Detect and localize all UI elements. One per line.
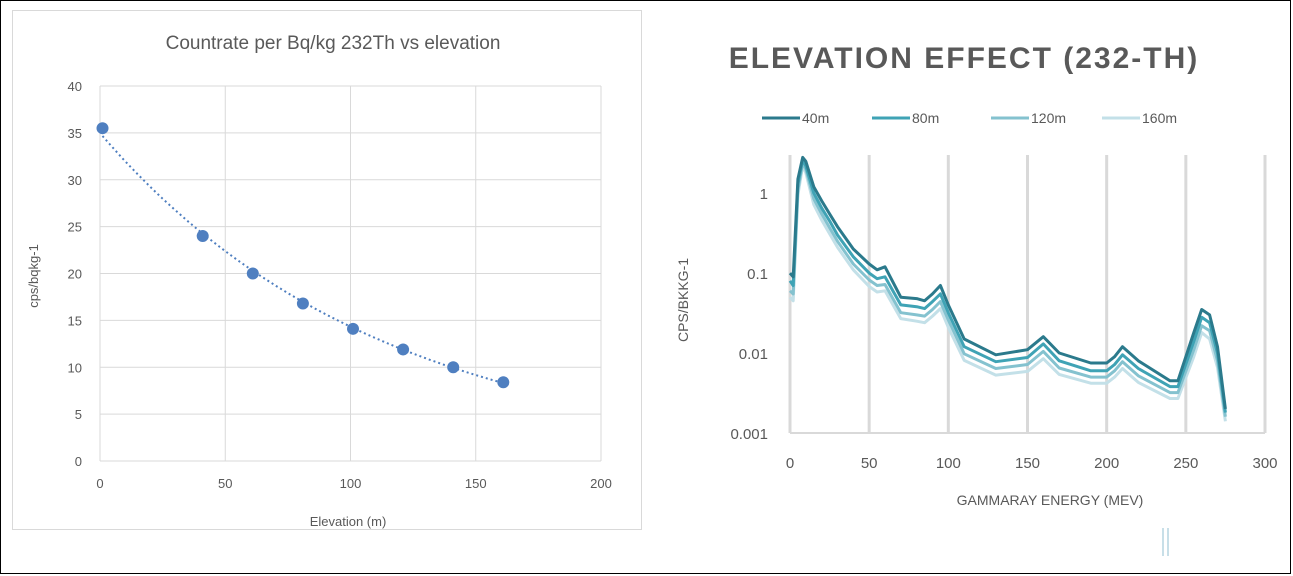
y-tick-label: 0.1 xyxy=(747,266,768,283)
y-tick-label: 30 xyxy=(68,173,82,188)
x-tick-label: 100 xyxy=(936,455,961,472)
y-tick-label: 35 xyxy=(68,126,82,141)
y-tick-label: 10 xyxy=(68,360,82,375)
legend-label: 160m xyxy=(1142,110,1177,126)
x-tick-label: 250 xyxy=(1173,455,1198,472)
x-tick-label: 100 xyxy=(340,476,362,491)
legend: 40m 80m 120m 160m xyxy=(762,110,1177,126)
data-point xyxy=(296,297,309,310)
chart-panel-elevation-effect: ELEVATION EFFECT (232-TH) 40m 80m 120m 160m… xyxy=(660,10,1280,565)
x-axis-label: Elevation (m) xyxy=(310,514,387,529)
y-tick-label: 0.01 xyxy=(739,346,768,363)
series-line xyxy=(788,155,1227,410)
data-point xyxy=(246,267,259,280)
y-axis-label: cps/bqkg-1 xyxy=(26,244,41,308)
y-tick-label: 0.001 xyxy=(730,426,768,443)
x-tick-label: 0 xyxy=(786,455,794,472)
legend-label: 40m xyxy=(802,110,829,126)
stray-mark xyxy=(1167,528,1169,556)
stray-mark xyxy=(1162,528,1164,556)
series-line xyxy=(788,164,1227,422)
grid-lines xyxy=(788,155,1267,434)
x-tick-label: 50 xyxy=(218,476,232,491)
data-point xyxy=(497,376,510,389)
legend-label: 80m xyxy=(912,110,939,126)
countrate-chart-svg: Countrate per Bq/kg 232Th vs elevation 0… xyxy=(26,33,612,529)
elevation-effect-chart-svg: ELEVATION EFFECT (232-TH) 40m 80m 120m 160m… xyxy=(675,42,1278,508)
y-tick-label: 40 xyxy=(68,79,82,94)
series-line xyxy=(788,158,1227,413)
trendline xyxy=(101,135,504,385)
axis-ticks: 0 50 100 150 200 250 300 0.001 0.01 0.1 1 xyxy=(730,186,1277,472)
chart-panel-countrate: Countrate per Bq/kg 232Th vs elevation 0… xyxy=(12,10,642,530)
x-tick-label: 50 xyxy=(861,455,878,472)
x-tick-label: 150 xyxy=(1015,455,1040,472)
y-tick-label: 15 xyxy=(68,313,82,328)
x-tick-label: 0 xyxy=(96,476,103,491)
x-tick-label: 300 xyxy=(1252,455,1277,472)
axis-ticks: 0 50 100 150 200 0 5 10 15 20 25 30 35 40 xyxy=(68,79,612,491)
y-tick-label: 25 xyxy=(68,220,82,235)
y-tick-label: 0 xyxy=(75,454,82,469)
y-axis-label: CPS/BKKG-1 xyxy=(675,258,691,342)
x-tick-label: 200 xyxy=(1094,455,1119,472)
series-line xyxy=(788,161,1227,417)
data-point xyxy=(96,122,109,135)
x-tick-label: 150 xyxy=(465,476,487,491)
data-point xyxy=(447,361,460,374)
y-tick-label: 20 xyxy=(68,267,82,282)
y-tick-label: 5 xyxy=(75,407,82,422)
chart-title: ELEVATION EFFECT (232-TH) xyxy=(729,42,1200,75)
series-lines xyxy=(788,155,1227,422)
data-point xyxy=(196,230,209,242)
stray-marks xyxy=(1162,528,1170,556)
legend-label: 120m xyxy=(1031,110,1066,126)
data-point xyxy=(397,343,410,356)
grid-lines xyxy=(99,85,602,462)
data-point xyxy=(347,322,360,335)
chart-title: Countrate per Bq/kg 232Th vs elevation xyxy=(166,33,501,54)
x-axis-label: GAMMARAY ENERGY (MEV) xyxy=(957,492,1144,508)
data-points xyxy=(96,122,510,389)
x-tick-label: 200 xyxy=(590,476,612,491)
y-tick-label: 1 xyxy=(760,186,768,203)
